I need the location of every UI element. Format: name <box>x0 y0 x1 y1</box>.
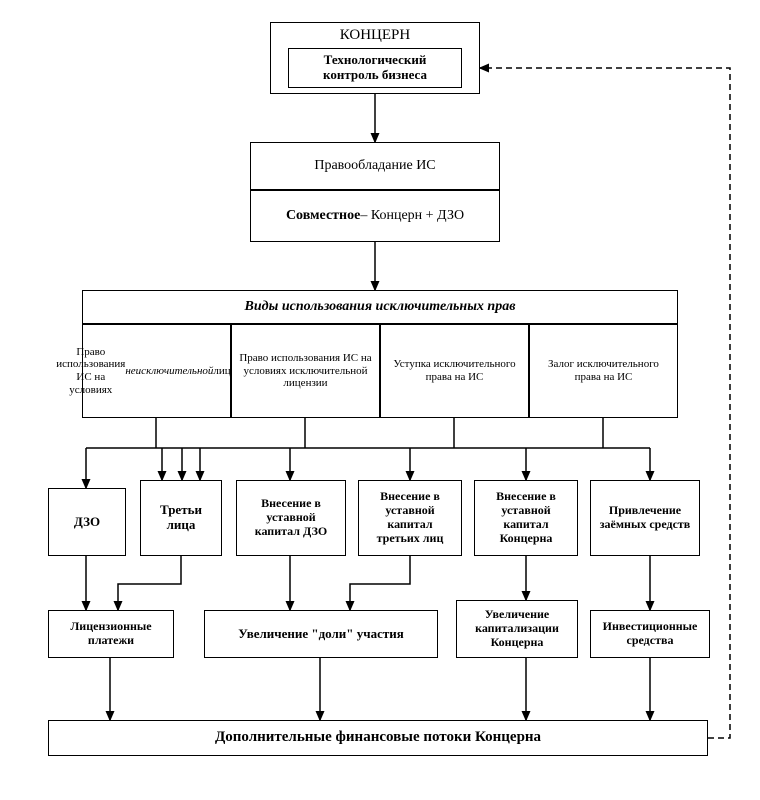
node-investment-funds: Инвестиционные средства <box>590 610 710 658</box>
node-usage-col4: Залог исключительного права на ИС <box>529 324 678 418</box>
node-additional-flows: Дополнительные финансовые потоки Концерн… <box>48 720 708 756</box>
node-usage-title: Виды использования исключительных прав <box>82 290 678 324</box>
node-usage-col3: Уступка исключительного права на ИС <box>380 324 529 418</box>
node-usage-col2: Право использования ИС на условиях исклю… <box>231 324 380 418</box>
node-capitalization: Увеличение капитализации Концерна <box>456 600 578 658</box>
node-share-increase: Увеличение "доли" участия <box>204 610 438 658</box>
node-rights-top: Правообладание ИС <box>250 142 500 190</box>
node-third-parties: Третьи лица <box>140 480 222 556</box>
node-usage-col1: Право использования ИС на условиях неиск… <box>82 324 231 418</box>
node-rights-bottom: Совместное – Концерн + ДЗО <box>250 190 500 242</box>
node-license-payments: Лицензионные платежи <box>48 610 174 658</box>
node-capital-concern: Внесение в уставной капитал Концерна <box>474 480 578 556</box>
node-concern-inner: Технологический контроль бизнеса <box>288 48 462 88</box>
node-borrowed-funds: Привлечение заёмных средств <box>590 480 700 556</box>
node-dzo: ДЗО <box>48 488 126 556</box>
node-capital-third: Внесение в уставной капитал третьих лиц <box>358 480 462 556</box>
node-capital-dzo: Внесение в уставной капитал ДЗО <box>236 480 346 556</box>
